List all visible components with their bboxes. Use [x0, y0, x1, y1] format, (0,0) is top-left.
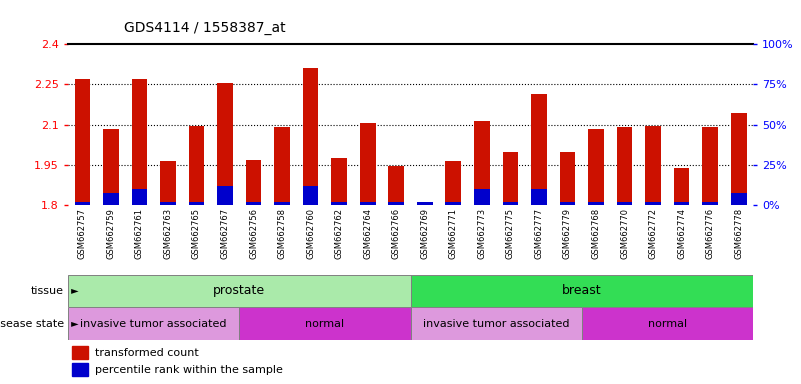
- Bar: [702, 127, 718, 205]
- Bar: [131, 189, 147, 205]
- Bar: [303, 68, 319, 205]
- Text: transformed count: transformed count: [95, 348, 199, 358]
- Bar: [445, 202, 461, 205]
- Bar: [388, 202, 404, 205]
- Bar: [445, 161, 461, 205]
- Bar: [531, 94, 547, 205]
- Bar: [74, 79, 91, 205]
- Bar: [239, 307, 410, 340]
- Bar: [68, 307, 239, 340]
- Bar: [160, 202, 175, 205]
- Bar: [160, 161, 175, 205]
- Text: normal: normal: [648, 318, 687, 329]
- Text: tissue: tissue: [31, 286, 64, 296]
- Bar: [731, 192, 747, 205]
- Bar: [702, 202, 718, 205]
- Bar: [360, 202, 376, 205]
- Bar: [674, 202, 690, 205]
- Bar: [246, 160, 261, 205]
- Bar: [131, 79, 147, 205]
- Bar: [303, 186, 319, 205]
- Bar: [531, 189, 547, 205]
- Bar: [674, 168, 690, 205]
- Bar: [417, 202, 433, 205]
- Bar: [73, 363, 88, 376]
- Bar: [274, 127, 290, 205]
- Text: prostate: prostate: [213, 285, 265, 297]
- Bar: [103, 129, 119, 205]
- Text: percentile rank within the sample: percentile rank within the sample: [95, 365, 283, 375]
- Bar: [502, 202, 518, 205]
- Bar: [588, 129, 604, 205]
- Bar: [474, 121, 489, 205]
- Bar: [274, 202, 290, 205]
- Text: invasive tumor associated: invasive tumor associated: [423, 318, 570, 329]
- Text: normal: normal: [305, 318, 344, 329]
- Bar: [68, 275, 410, 307]
- Bar: [360, 123, 376, 205]
- Text: disease state: disease state: [0, 318, 64, 329]
- Bar: [388, 166, 404, 205]
- Bar: [582, 307, 753, 340]
- Bar: [73, 346, 88, 359]
- Bar: [588, 202, 604, 205]
- Bar: [646, 126, 661, 205]
- Bar: [189, 202, 204, 205]
- Bar: [332, 202, 347, 205]
- Bar: [617, 202, 632, 205]
- Text: ►: ►: [68, 286, 78, 296]
- Bar: [560, 202, 575, 205]
- Bar: [217, 186, 233, 205]
- Bar: [103, 192, 119, 205]
- Bar: [560, 152, 575, 205]
- Bar: [731, 113, 747, 205]
- Bar: [617, 127, 632, 205]
- Bar: [246, 202, 261, 205]
- Bar: [410, 307, 582, 340]
- Bar: [502, 152, 518, 205]
- Bar: [332, 158, 347, 205]
- Text: invasive tumor associated: invasive tumor associated: [80, 318, 227, 329]
- Bar: [189, 126, 204, 205]
- Bar: [217, 83, 233, 205]
- Text: GDS4114 / 1558387_at: GDS4114 / 1558387_at: [124, 21, 286, 35]
- Bar: [410, 275, 753, 307]
- Text: ►: ►: [68, 318, 78, 329]
- Bar: [417, 203, 433, 205]
- Bar: [646, 202, 661, 205]
- Bar: [74, 202, 91, 205]
- Bar: [474, 189, 489, 205]
- Text: breast: breast: [562, 285, 602, 297]
